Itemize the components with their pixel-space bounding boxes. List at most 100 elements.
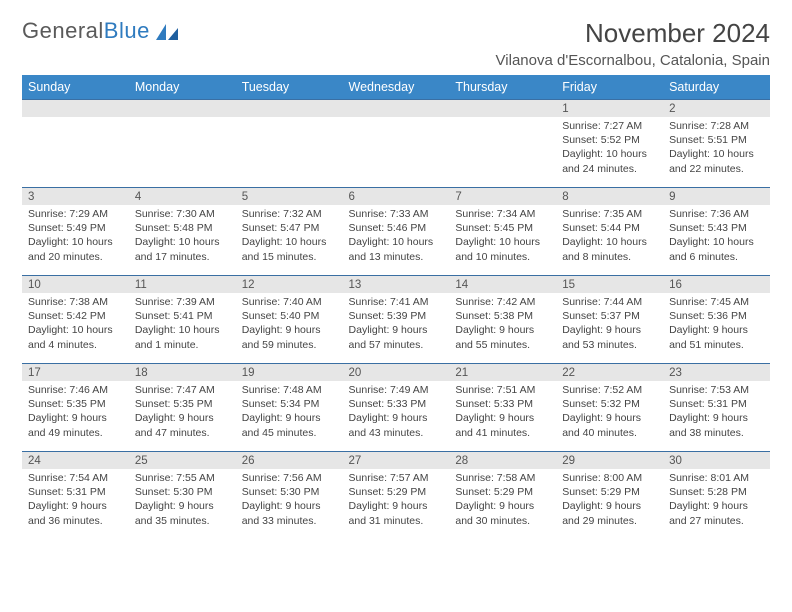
day-info-line: Sunset: 5:43 PM — [669, 221, 764, 235]
day-header: Friday — [556, 75, 663, 100]
day-number: 25 — [129, 452, 236, 469]
day-info-line: Daylight: 10 hours — [669, 235, 764, 249]
day-info-line: Daylight: 9 hours — [135, 411, 230, 425]
day-content: Sunrise: 7:56 AMSunset: 5:30 PMDaylight:… — [236, 469, 343, 532]
day-info-line: and 6 minutes. — [669, 250, 764, 264]
day-info-line: Daylight: 9 hours — [28, 411, 123, 425]
header: GeneralBlue November 2024 Vilanova d'Esc… — [22, 18, 770, 69]
day-info-line: Sunset: 5:42 PM — [28, 309, 123, 323]
day-info-line: and 4 minutes. — [28, 338, 123, 352]
day-content: Sunrise: 7:41 AMSunset: 5:39 PMDaylight:… — [343, 293, 450, 356]
day-cell — [129, 100, 236, 188]
day-info-line: Sunset: 5:31 PM — [28, 485, 123, 499]
day-cell: 29Sunrise: 8:00 AMSunset: 5:29 PMDayligh… — [556, 452, 663, 540]
day-info-line: and 38 minutes. — [669, 426, 764, 440]
day-info-line: and 29 minutes. — [562, 514, 657, 528]
day-info-line: Daylight: 9 hours — [669, 499, 764, 513]
day-info-line: Sunrise: 7:46 AM — [28, 383, 123, 397]
day-number: 10 — [22, 276, 129, 293]
day-info-line: Daylight: 9 hours — [242, 323, 337, 337]
day-info-line: and 10 minutes. — [455, 250, 550, 264]
day-info-line: Daylight: 10 hours — [562, 147, 657, 161]
day-info-line: Daylight: 9 hours — [669, 411, 764, 425]
day-info-line: Sunset: 5:38 PM — [455, 309, 550, 323]
day-cell: 7Sunrise: 7:34 AMSunset: 5:45 PMDaylight… — [449, 188, 556, 276]
day-info-line: Sunset: 5:29 PM — [349, 485, 444, 499]
day-info-line: Daylight: 10 hours — [28, 235, 123, 249]
day-cell: 22Sunrise: 7:52 AMSunset: 5:32 PMDayligh… — [556, 364, 663, 452]
day-info-line: and 17 minutes. — [135, 250, 230, 264]
day-number: 22 — [556, 364, 663, 381]
day-number: 1 — [556, 100, 663, 117]
day-info-line: Daylight: 10 hours — [135, 235, 230, 249]
day-info-line: and 13 minutes. — [349, 250, 444, 264]
day-info-line: Daylight: 10 hours — [669, 147, 764, 161]
day-info-line: Sunrise: 7:51 AM — [455, 383, 550, 397]
day-info-line: Daylight: 9 hours — [562, 323, 657, 337]
day-cell: 8Sunrise: 7:35 AMSunset: 5:44 PMDaylight… — [556, 188, 663, 276]
day-cell: 14Sunrise: 7:42 AMSunset: 5:38 PMDayligh… — [449, 276, 556, 364]
day-info-line: Sunset: 5:40 PM — [242, 309, 337, 323]
day-cell: 19Sunrise: 7:48 AMSunset: 5:34 PMDayligh… — [236, 364, 343, 452]
day-cell: 5Sunrise: 7:32 AMSunset: 5:47 PMDaylight… — [236, 188, 343, 276]
day-info-line: Sunrise: 7:42 AM — [455, 295, 550, 309]
day-info-line: Sunrise: 7:52 AM — [562, 383, 657, 397]
day-cell: 12Sunrise: 7:40 AMSunset: 5:40 PMDayligh… — [236, 276, 343, 364]
day-info-line: Sunrise: 7:36 AM — [669, 207, 764, 221]
day-content: Sunrise: 7:57 AMSunset: 5:29 PMDaylight:… — [343, 469, 450, 532]
day-header: Monday — [129, 75, 236, 100]
day-number: 18 — [129, 364, 236, 381]
day-number: 8 — [556, 188, 663, 205]
day-cell: 9Sunrise: 7:36 AMSunset: 5:43 PMDaylight… — [663, 188, 770, 276]
day-info-line: Sunrise: 7:38 AM — [28, 295, 123, 309]
day-cell — [236, 100, 343, 188]
day-info-line: Daylight: 9 hours — [242, 411, 337, 425]
logo-text-gray: General — [22, 18, 104, 44]
day-cell: 18Sunrise: 7:47 AMSunset: 5:35 PMDayligh… — [129, 364, 236, 452]
day-info-line: and 49 minutes. — [28, 426, 123, 440]
day-number: 3 — [22, 188, 129, 205]
day-content: Sunrise: 7:28 AMSunset: 5:51 PMDaylight:… — [663, 117, 770, 180]
day-info-line: Sunset: 5:29 PM — [455, 485, 550, 499]
day-content: Sunrise: 7:38 AMSunset: 5:42 PMDaylight:… — [22, 293, 129, 356]
day-content — [343, 117, 450, 123]
day-cell — [22, 100, 129, 188]
day-cell: 3Sunrise: 7:29 AMSunset: 5:49 PMDaylight… — [22, 188, 129, 276]
day-info-line: Sunrise: 7:40 AM — [242, 295, 337, 309]
title-block: November 2024 Vilanova d'Escornalbou, Ca… — [496, 18, 770, 69]
day-header: Wednesday — [343, 75, 450, 100]
day-number — [343, 100, 450, 117]
day-info-line: and 51 minutes. — [669, 338, 764, 352]
day-info-line: Sunset: 5:29 PM — [562, 485, 657, 499]
day-info-line: Sunset: 5:35 PM — [28, 397, 123, 411]
day-info-line: Sunrise: 8:00 AM — [562, 471, 657, 485]
day-number: 16 — [663, 276, 770, 293]
day-cell: 1Sunrise: 7:27 AMSunset: 5:52 PMDaylight… — [556, 100, 663, 188]
day-content: Sunrise: 8:00 AMSunset: 5:29 PMDaylight:… — [556, 469, 663, 532]
day-content: Sunrise: 7:35 AMSunset: 5:44 PMDaylight:… — [556, 205, 663, 268]
day-info-line: Sunset: 5:32 PM — [562, 397, 657, 411]
day-info-line: and 33 minutes. — [242, 514, 337, 528]
day-info-line: Daylight: 10 hours — [349, 235, 444, 249]
day-cell — [449, 100, 556, 188]
day-info-line: Sunset: 5:46 PM — [349, 221, 444, 235]
day-info-line: Sunrise: 7:57 AM — [349, 471, 444, 485]
day-info-line: Sunset: 5:45 PM — [455, 221, 550, 235]
calendar-table: SundayMondayTuesdayWednesdayThursdayFrid… — [22, 75, 770, 540]
day-info-line: Sunset: 5:30 PM — [242, 485, 337, 499]
day-info-line: Sunset: 5:36 PM — [669, 309, 764, 323]
day-info-line: and 15 minutes. — [242, 250, 337, 264]
day-header: Sunday — [22, 75, 129, 100]
day-cell: 20Sunrise: 7:49 AMSunset: 5:33 PMDayligh… — [343, 364, 450, 452]
day-cell: 15Sunrise: 7:44 AMSunset: 5:37 PMDayligh… — [556, 276, 663, 364]
day-info-line: Sunset: 5:47 PM — [242, 221, 337, 235]
day-info-line: and 59 minutes. — [242, 338, 337, 352]
day-content: Sunrise: 7:34 AMSunset: 5:45 PMDaylight:… — [449, 205, 556, 268]
day-number: 21 — [449, 364, 556, 381]
day-cell: 2Sunrise: 7:28 AMSunset: 5:51 PMDaylight… — [663, 100, 770, 188]
day-info-line: Sunrise: 7:28 AM — [669, 119, 764, 133]
day-number: 11 — [129, 276, 236, 293]
day-info-line: Sunset: 5:31 PM — [669, 397, 764, 411]
day-info-line: and 35 minutes. — [135, 514, 230, 528]
day-info-line: Sunset: 5:51 PM — [669, 133, 764, 147]
